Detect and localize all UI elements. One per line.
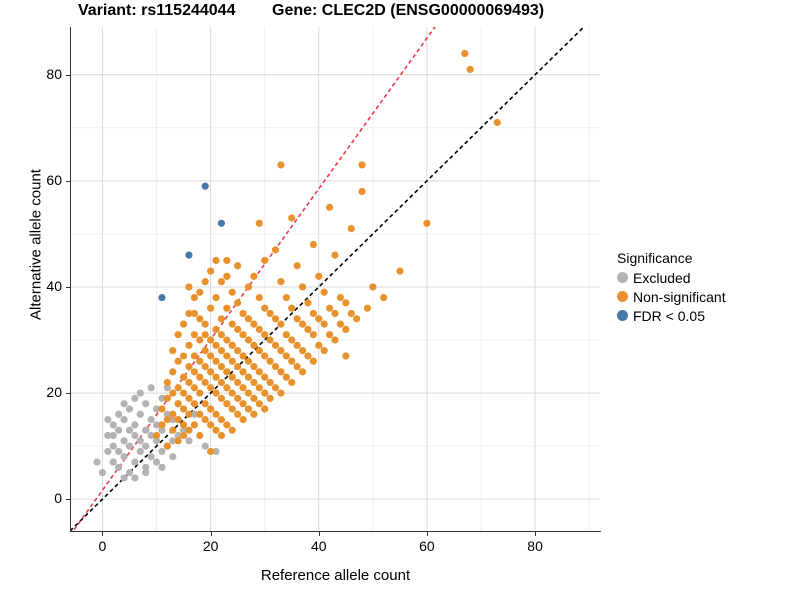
x-tick-mark <box>318 532 320 536</box>
y-tick-mark <box>66 499 70 501</box>
y-tick-label: 20 <box>46 384 62 401</box>
x-tick-mark <box>426 532 428 536</box>
legend-item-label: Non-significant <box>633 288 726 305</box>
legend-item: Non-significant <box>617 287 797 306</box>
legend-items: Excluded Non-significant FDR < 0.05 <box>617 268 797 325</box>
y-tick-mark <box>66 286 70 288</box>
x-tick-label: 0 <box>98 538 107 554</box>
legend-item-label: Excluded <box>633 269 691 286</box>
y-axis-label: Alternative allele count <box>27 169 45 320</box>
legend: Significance Excluded Non-significant FDR … <box>617 250 797 325</box>
x-tick-label: 20 <box>202 538 219 554</box>
x-tick-mark <box>210 532 212 536</box>
x-axis-label: Reference allele count <box>260 567 411 584</box>
x-tick-label: 60 <box>419 538 435 554</box>
y-tick-label: 0 <box>54 490 62 507</box>
y-tick-mark <box>66 180 70 182</box>
legend-item: FDR < 0.05 <box>617 306 797 325</box>
y-tick-label: 80 <box>46 65 62 82</box>
x-tick-mark <box>102 532 104 536</box>
legend-title: Significance <box>617 250 693 266</box>
x-tick-label: 40 <box>310 538 327 554</box>
legend-key-dot-icon <box>617 272 628 283</box>
legend-key-dot-icon <box>617 291 628 302</box>
y-tick-label: 40 <box>46 277 62 294</box>
legend-item-label: FDR < 0.05 <box>633 307 705 324</box>
x-axis-line <box>70 531 601 532</box>
legend-item: Excluded <box>617 268 797 287</box>
x-tick-label: 80 <box>527 538 543 554</box>
variant-title: Variant: rs115244044 <box>78 2 236 19</box>
plot-title-bar: Variant: rs115244044 Gene: CLEC2D (ENSG0… <box>0 0 800 26</box>
gene-title: Gene: CLEC2D (ENSG00000069493) <box>272 2 545 19</box>
y-axis-line <box>70 27 71 532</box>
x-tick-mark <box>535 532 537 536</box>
legend-key-dot-icon <box>617 310 628 321</box>
y-tick-mark <box>66 393 70 395</box>
y-tick-mark <box>66 74 70 76</box>
y-tick-label: 60 <box>46 171 62 188</box>
